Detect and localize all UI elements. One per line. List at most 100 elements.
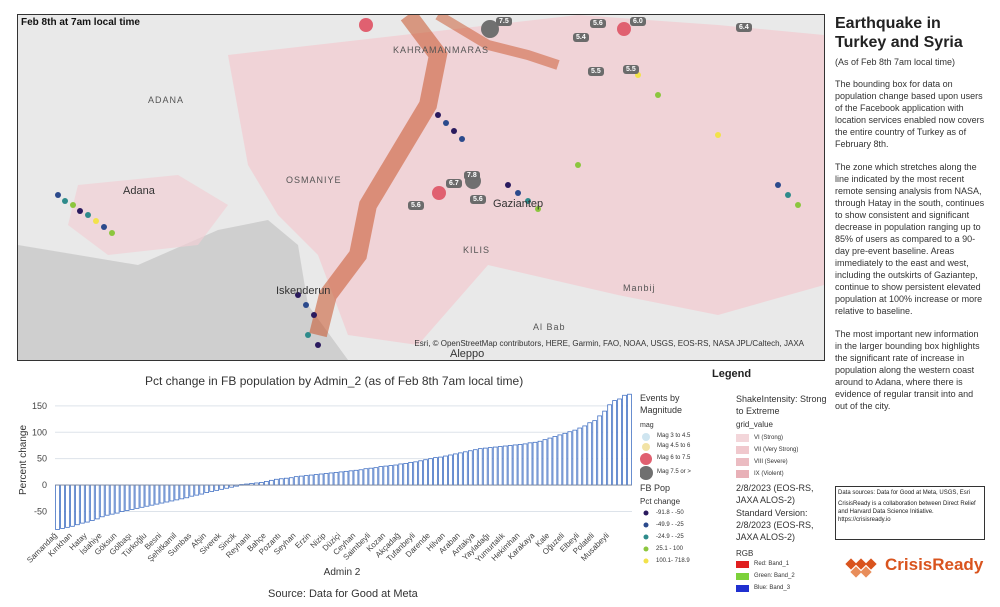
bar: [303, 475, 309, 486]
mag-swatch-4: [640, 466, 653, 480]
bar: [169, 484, 175, 502]
bar: [492, 446, 498, 486]
bar: [229, 484, 234, 488]
shake-swatch: [736, 470, 749, 478]
bar: [99, 484, 105, 518]
info-panel: Earthquake in Turkey and Syria (As of Fe…: [835, 14, 987, 412]
bar: [159, 484, 165, 504]
bar: [612, 400, 617, 486]
bar: [139, 484, 145, 508]
crisisready-logo[interactable]: CrisisReady: [845, 554, 985, 578]
bar: [274, 478, 279, 486]
bar: [338, 471, 344, 486]
shake-zone: [228, 15, 824, 345]
bar: [154, 484, 160, 505]
place-label: Iskenderun: [276, 285, 331, 297]
bar: [418, 460, 423, 486]
map-attribution: Esri, © OpenStreetMap contributors, HERE…: [414, 339, 804, 348]
quake-badge: 6.7: [446, 179, 462, 188]
mag-item: Mag 4.5 to 6: [657, 443, 691, 449]
bar: [204, 484, 210, 493]
shake-swatch: [736, 446, 749, 454]
bar: [532, 441, 538, 486]
bar: [348, 470, 354, 486]
bar: [318, 473, 324, 486]
mag-item: Mag 6 to 7.5: [657, 455, 691, 461]
sea-area: [18, 220, 348, 360]
y-tick-label: 100: [32, 427, 47, 437]
panel-paragraph: The bounding box for data on population …: [835, 79, 985, 149]
pct-item: 100.1- 718.9: [656, 558, 690, 564]
place-label: Adana: [123, 185, 155, 197]
panel-paragraph: The zone which stretches along the line …: [835, 162, 985, 316]
bar: [428, 458, 433, 486]
logo-text: CrisisReady: [885, 555, 984, 574]
pct-swatch-4: [643, 546, 649, 552]
bar: [65, 484, 70, 528]
bar: [393, 464, 399, 486]
legend-title: Legend: [712, 368, 752, 380]
y-tick-label: 50: [37, 454, 47, 464]
place-label: OSMANIYE: [286, 175, 342, 185]
pct-item: -49.9 - -25: [656, 522, 684, 528]
bar: [293, 476, 299, 486]
credits-sources: Data sources: Data for Good at Meta, USG…: [838, 490, 971, 496]
fbpop-title: FB Pop: [640, 483, 671, 493]
bar: [507, 445, 513, 486]
bar: [84, 484, 90, 523]
y-axis-label: Percent change: [18, 425, 29, 495]
bar: [199, 484, 205, 495]
pct-swatch-1: [643, 510, 649, 516]
fbpop-dots: [55, 72, 801, 348]
bar: [453, 453, 458, 486]
place-label: Manbij: [623, 283, 656, 293]
bar: [423, 459, 428, 486]
bar: [119, 484, 125, 512]
chart-title: Pct change in FB population by Admin_2 (…: [145, 374, 524, 388]
bar: [174, 484, 180, 501]
bar: [378, 466, 384, 486]
shake-zone-west: [68, 175, 228, 255]
bar: [269, 479, 274, 486]
place-label: KILIS: [463, 245, 491, 255]
bar: [517, 444, 523, 486]
earthquake-map[interactable]: Feb 8th at 7am local time ADANA Adana OS…: [17, 14, 825, 361]
bar: [353, 469, 359, 486]
bar: [463, 451, 468, 486]
bar: [512, 444, 518, 486]
bar: [189, 484, 195, 497]
rgb-item: Green: Band_2: [754, 573, 795, 579]
bar: [124, 484, 130, 511]
bar: [288, 477, 294, 486]
bar: [413, 461, 418, 486]
bar: [627, 393, 632, 486]
bar: [94, 484, 100, 520]
shake-item: VII (Very Strong): [754, 447, 799, 453]
bar: [323, 473, 329, 486]
pct-swatch-3: [643, 534, 649, 540]
shake-item: IX (Violent): [754, 471, 784, 477]
mag-swatch-3: [640, 453, 652, 465]
quake-badge: 5.5: [623, 65, 639, 74]
bar: [264, 481, 269, 486]
bar: [373, 467, 379, 486]
x-tick-label: Erzin: [293, 531, 312, 550]
bar: [179, 484, 185, 500]
bar: [408, 461, 413, 486]
bar: [104, 484, 110, 516]
shake-swatch: [736, 434, 749, 442]
panel-subtitle: (As of Feb 8th 7am local time): [835, 57, 956, 67]
bar: [502, 445, 508, 486]
place-label: ADANA: [148, 95, 185, 105]
grid-value-label: grid_value: [736, 420, 773, 429]
bar: [547, 437, 553, 486]
pct-item: -91.8 - -50: [656, 510, 684, 516]
bar: [552, 436, 558, 486]
bar: [542, 439, 548, 486]
shake-item: VIII (Severe): [754, 459, 788, 465]
pct-label: Pct change: [640, 497, 681, 506]
logo-icon: [845, 558, 877, 578]
bar: [477, 448, 483, 486]
quake-badge: 7.8: [464, 171, 480, 180]
rgb-swatch-green: [736, 573, 749, 580]
